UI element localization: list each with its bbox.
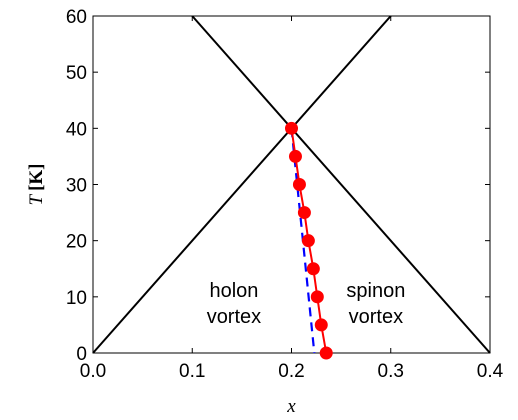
x-tick-label: 0.2 [278,361,304,382]
y-tick-label: 50 [66,63,87,84]
y-tick-label: 20 [66,232,87,253]
y-tick-label: 60 [66,7,87,28]
y-axis-variable: T [26,194,47,206]
data-point [292,178,306,191]
plot-area [92,15,491,354]
data-point [314,318,328,332]
plot-frame [92,15,491,354]
annotation-layer: holon vortex spinon vortex [207,280,406,328]
y-tick-label: 10 [66,288,87,309]
series-line-1 [191,15,491,354]
data-point [297,206,311,220]
y-tick-label: 0 [76,344,87,365]
data-point [288,149,302,163]
y-tick-label: 30 [66,176,87,197]
data-point [285,121,298,135]
region-label-line: spinon [346,280,405,302]
region-label-line: holon [209,280,258,302]
x-axis-title: x [286,396,296,417]
region-label-1: spinon vortex [346,280,405,328]
series-line-0 [92,15,392,354]
y-axis-title: T [K] [26,163,47,205]
data-point [310,290,324,304]
x-tick-label: 0.1 [179,361,205,382]
y-axis-unit: [K] [26,163,47,190]
series-layer [92,15,491,360]
data-point [319,346,333,360]
data-point [306,262,320,276]
ticks-layer: 0.0 0.1 0.2 0.3 0.4 0 10 20 30 40 50 60 [66,7,504,382]
region-label-line: vortex [207,306,261,328]
x-tick-label: 0.0 [80,361,106,382]
x-tick-label: 0.4 [477,361,504,382]
data-point [301,234,315,248]
region-label-line: vortex [349,306,403,328]
region-label-0: holon vortex [207,280,261,328]
y-tick-label: 40 [66,119,87,140]
x-tick-label: 0.3 [378,361,404,382]
